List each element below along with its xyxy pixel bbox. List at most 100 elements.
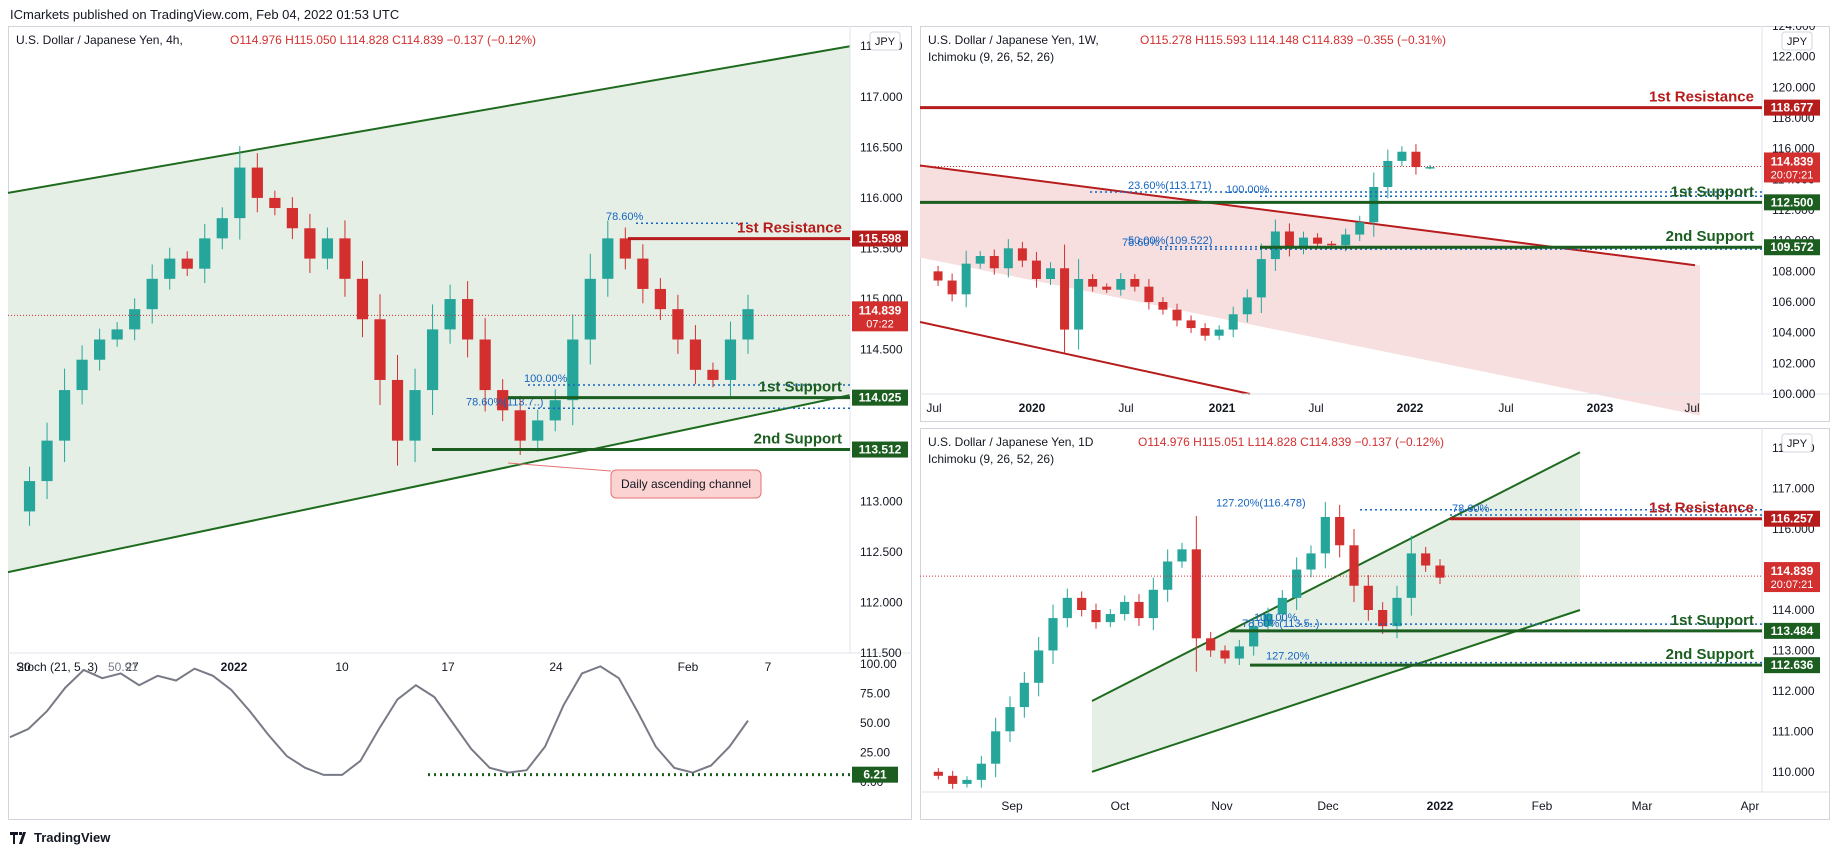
y-tick-label: 108.000 <box>1772 264 1816 278</box>
candle-body <box>1327 243 1337 246</box>
candle <box>689 325 702 385</box>
candle <box>961 250 971 308</box>
candle <box>1299 231 1308 255</box>
fib-label: 78.60%(113.5..) <box>1242 618 1319 630</box>
last-price-value: 114.839 <box>1771 564 1814 578</box>
candle <box>479 318 491 412</box>
candle-body <box>1048 618 1058 651</box>
candle <box>1048 604 1058 664</box>
candle-body <box>1313 237 1323 244</box>
annotation-callout: Daily ascending channel <box>507 462 762 499</box>
y-tick-label: 102.000 <box>1772 356 1816 370</box>
fib-label: 50.00%(109.522) <box>1128 235 1212 247</box>
candle-body <box>1200 328 1210 336</box>
candle <box>76 345 88 405</box>
candle <box>1284 223 1294 257</box>
indicator-label: Ichimoku (9, 26, 52, 26) <box>928 50 1054 64</box>
candle <box>707 362 719 388</box>
level-name: 1st Resistance <box>1649 89 1754 106</box>
candle-body <box>339 238 351 279</box>
candle-body <box>1019 682 1029 708</box>
candle-body <box>1172 309 1182 321</box>
candle <box>1263 607 1273 633</box>
y-tick-label: 112.000 <box>1772 684 1815 698</box>
y-tick-label: 112.500 <box>860 545 903 559</box>
last-price-countdown: 20:07:21 <box>1771 169 1814 181</box>
candle <box>1306 545 1316 578</box>
candle-body <box>1335 516 1345 546</box>
level-tag-bg <box>852 389 908 406</box>
x-tick-label: Jul <box>1308 401 1323 415</box>
candle <box>1148 577 1158 631</box>
stoch-level-value: 6.21 <box>863 768 887 782</box>
candle-body <box>991 731 1001 764</box>
level-tag-value: 114.025 <box>859 391 902 405</box>
candle <box>1005 696 1015 743</box>
candle-body <box>1163 561 1173 590</box>
candle <box>1074 259 1084 350</box>
candle <box>462 281 474 358</box>
candle-body <box>1406 553 1416 598</box>
candle <box>619 227 631 270</box>
y-tick-label: 113.000 <box>860 494 903 508</box>
candle-body <box>1249 626 1259 647</box>
candle <box>1088 274 1098 292</box>
candle <box>637 244 649 304</box>
candle-body <box>58 390 71 441</box>
candle-body <box>1120 601 1130 615</box>
candle <box>304 213 316 273</box>
candle <box>216 207 228 250</box>
candle <box>1349 528 1359 603</box>
candle-body <box>948 775 958 784</box>
candle-body <box>1158 302 1168 310</box>
candle-body <box>1144 286 1154 302</box>
candle-body <box>567 339 579 401</box>
candle-body <box>1349 545 1359 586</box>
candle <box>1003 239 1013 278</box>
level-tag-value: 116.257 <box>1771 512 1814 526</box>
candle-body <box>1263 614 1273 627</box>
candle <box>1355 215 1365 242</box>
candle <box>1091 603 1101 629</box>
chart-1w[interactable]: 124.000122.000120.000118.000116.000114.0… <box>920 26 1830 422</box>
chart-1d[interactable]: 118.000117.000116.000115.000114.000113.0… <box>920 428 1830 820</box>
candle <box>1335 504 1345 558</box>
footer-brand: TradingView <box>10 830 110 845</box>
x-tick-label: Apr <box>1741 799 1760 813</box>
candle-body <box>1397 151 1407 161</box>
candle <box>391 354 404 466</box>
candle-body <box>269 197 281 209</box>
candle <box>409 368 421 463</box>
candle <box>111 322 123 347</box>
level-tag: 112.636 <box>1764 657 1820 674</box>
candle-body <box>1134 601 1144 619</box>
stoch-y-tick: 75.00 <box>860 687 890 701</box>
candle-body <box>1242 297 1252 315</box>
ohlc-values: O114.976 H115.051 L114.828 C114.839 −0.1… <box>1138 435 1444 449</box>
candle-body <box>1003 248 1013 269</box>
candle <box>948 770 958 789</box>
candle-body <box>462 299 474 340</box>
x-tick-label: 20 <box>17 660 31 674</box>
candle <box>1163 549 1173 602</box>
candle-body <box>947 280 957 295</box>
level-tag-bg <box>1764 622 1820 639</box>
y-tick-label: 110.000 <box>1772 765 1815 779</box>
candle <box>962 776 972 788</box>
x-tick-label: 2021 <box>1209 401 1236 415</box>
candle <box>672 294 684 354</box>
chart-title: U.S. Dollar / Japanese Yen, 1D <box>928 435 1094 449</box>
candle-body <box>1256 259 1266 298</box>
candle <box>1369 172 1379 237</box>
candle-body <box>689 339 702 370</box>
level-tag: 113.484 <box>1764 622 1820 639</box>
y-tick-label: 113.000 <box>1772 643 1815 657</box>
candle-body <box>654 288 666 310</box>
stoch-y-tick: 25.00 <box>860 746 890 760</box>
y-tick-label: 114.500 <box>860 343 903 357</box>
chart-4h[interactable]: 117.500117.000116.500116.000115.500115.0… <box>8 26 912 820</box>
y-tick-label: 116.500 <box>860 140 903 154</box>
candle <box>1228 306 1238 338</box>
candle <box>1242 289 1252 323</box>
